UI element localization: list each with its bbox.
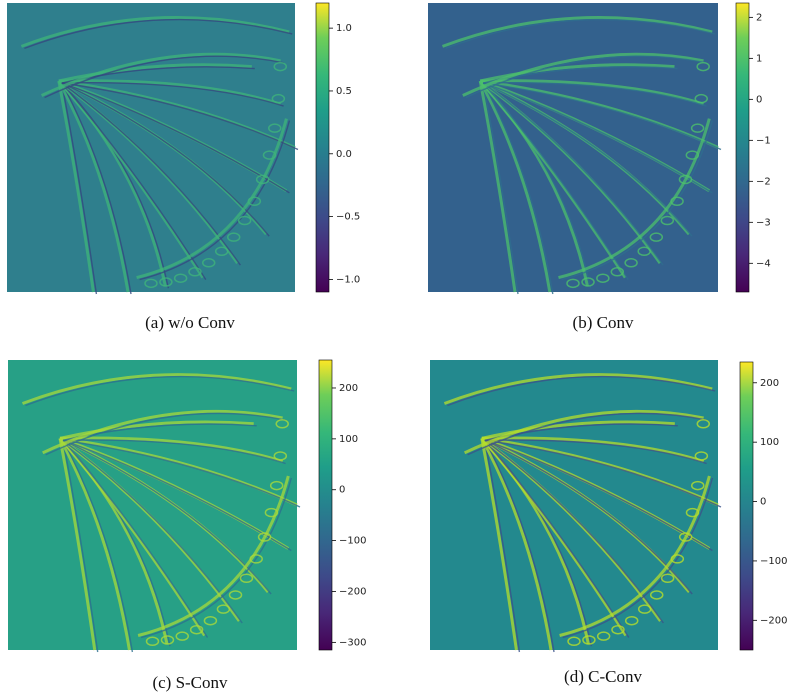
colorbar bbox=[740, 362, 753, 650]
colorbar-tick-label: 200 bbox=[339, 383, 358, 394]
colorbar-tick-label: −100 bbox=[760, 556, 787, 567]
caption: (c) S-Conv bbox=[152, 673, 228, 692]
colorbar-tick-label: −100 bbox=[339, 536, 366, 547]
colorbar-tick-label: −4 bbox=[756, 258, 771, 269]
colorbar-tick-label: −0.5 bbox=[336, 212, 360, 223]
colorbar-tick-label: 0 bbox=[339, 485, 345, 496]
colorbar-tick-label: 2 bbox=[756, 12, 762, 23]
colorbar-tick-label: −3 bbox=[756, 217, 771, 228]
page: {"chart_data": [ {"type": "heatmap", "co… bbox=[0, 0, 793, 692]
panel: 200 100 0 −100 −200 −300 (c) S-Conv bbox=[8, 360, 366, 692]
colorbar-tick-label: −1 bbox=[756, 135, 771, 146]
colorbar bbox=[736, 3, 749, 292]
caption: (d) C-Conv bbox=[564, 667, 642, 686]
panel: 1.0 0.5 0.0 −0.5 −1.0 (a) w/o Conv bbox=[7, 3, 360, 332]
colorbar-tick-label: 1.0 bbox=[336, 23, 352, 34]
colorbar-tick-label: 0.0 bbox=[336, 149, 352, 160]
colorbar-tick-label: 1 bbox=[756, 53, 762, 64]
colorbar-tick-label: −200 bbox=[339, 586, 366, 597]
colorbar-tick-label: 0 bbox=[760, 497, 766, 508]
colorbar bbox=[316, 3, 329, 292]
panel: 2 1 0 −1 −2 −3 −4 (b) Conv bbox=[428, 3, 771, 332]
colorbar-tick-label: 100 bbox=[339, 434, 358, 445]
panel: 200 100 0 −100 −200 (d) C-Conv bbox=[430, 360, 787, 686]
figure: 1.0 0.5 0.0 −0.5 −1.0 (a) w/o Conv 2 1 0 −1 −2 −3 −4… bbox=[0, 0, 793, 692]
colorbar bbox=[319, 360, 332, 650]
colorbar-tick-label: 0.5 bbox=[336, 86, 352, 97]
colorbar-tick-label: 0 bbox=[756, 94, 762, 105]
colorbar-tick-label: 200 bbox=[760, 378, 779, 389]
heatmap-image bbox=[8, 360, 297, 650]
colorbar-tick-label: 100 bbox=[760, 437, 779, 448]
heatmap-image bbox=[428, 3, 718, 292]
heatmap-image bbox=[430, 360, 718, 650]
caption: (b) Conv bbox=[573, 313, 634, 332]
colorbar-tick-label: −1.0 bbox=[336, 274, 360, 285]
colorbar-tick-label: −2 bbox=[756, 176, 771, 187]
colorbar-tick-label: −200 bbox=[760, 615, 787, 626]
heatmap-image bbox=[7, 3, 295, 292]
caption: (a) w/o Conv bbox=[145, 313, 235, 332]
colorbar-tick-label: −300 bbox=[339, 637, 366, 648]
